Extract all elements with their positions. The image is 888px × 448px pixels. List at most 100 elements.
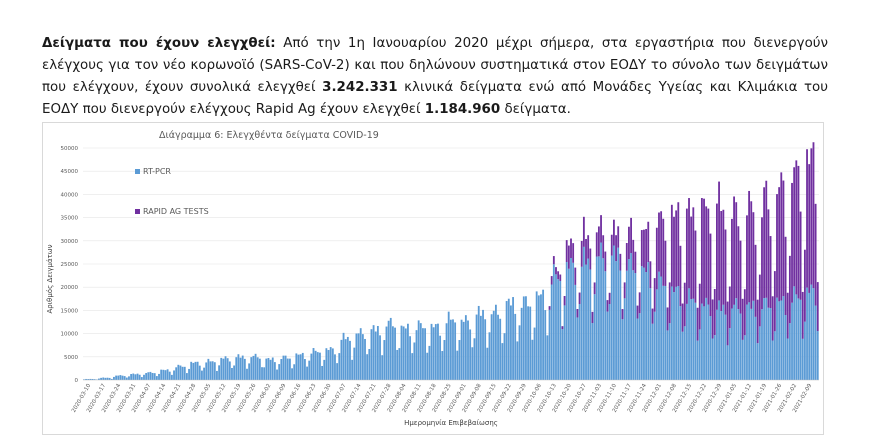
bar-rt-pcr xyxy=(308,360,311,380)
bar-rt-pcr xyxy=(286,358,289,380)
bar-rt-pcr xyxy=(166,369,169,380)
bar-rt-pcr xyxy=(280,358,283,380)
bar-rt-pcr xyxy=(327,350,330,380)
y-tick-label: 15000 xyxy=(61,308,79,314)
bar-rt-pcr xyxy=(771,340,774,380)
bar-rt-pcr xyxy=(447,311,450,380)
bar-rt-pcr xyxy=(278,364,281,380)
bar-rapid-ag xyxy=(728,286,731,329)
bar-rapid-ag xyxy=(791,182,793,303)
bar-rapid-ag xyxy=(640,230,643,267)
bar-rapid-ag xyxy=(608,292,611,304)
legend-swatch-rapid-ag xyxy=(135,209,140,214)
bar-rt-pcr xyxy=(441,351,444,380)
bar-rt-pcr xyxy=(400,325,403,380)
bar-rt-pcr xyxy=(604,271,607,380)
bar-rt-pcr xyxy=(346,336,349,380)
bar-rt-pcr xyxy=(117,375,120,380)
bar-rt-pcr xyxy=(413,342,416,380)
bar-rt-pcr xyxy=(688,288,690,380)
bar-rapid-ag xyxy=(724,229,727,315)
bar-rt-pcr xyxy=(179,365,182,380)
bar-rapid-ag xyxy=(776,194,778,298)
bar-rt-pcr xyxy=(514,313,517,380)
bar-rt-pcr xyxy=(658,271,660,380)
bar-rt-pcr xyxy=(537,295,540,380)
bar-rt-pcr xyxy=(160,369,163,380)
bar-rt-pcr xyxy=(432,327,435,380)
bar-rt-pcr xyxy=(173,370,175,380)
bar-rt-pcr xyxy=(357,333,360,380)
bar-rt-pcr xyxy=(726,345,729,380)
bar-rt-pcr xyxy=(288,358,291,380)
samples-chart: Διάγραμμα 6: Ελεγχθέντα δείγματα COVID-1… xyxy=(46,130,819,427)
bar-rt-pcr xyxy=(258,358,261,380)
bar-rapid-ag xyxy=(673,216,675,293)
bar-rt-pcr xyxy=(213,362,216,380)
bar-rt-pcr xyxy=(520,307,523,380)
bar-rt-pcr xyxy=(228,361,231,380)
bar-rt-pcr xyxy=(387,320,390,380)
bar-rt-pcr xyxy=(694,302,697,380)
bar-rt-pcr xyxy=(417,320,420,380)
chart-bars xyxy=(83,142,819,380)
bar-rt-pcr xyxy=(479,315,482,380)
bar-rt-pcr xyxy=(331,348,334,380)
bar-rt-pcr xyxy=(640,266,643,380)
bar-rapid-ag xyxy=(799,211,802,300)
bar-rt-pcr xyxy=(243,358,246,380)
bar-rapid-ag xyxy=(610,234,613,256)
bar-rt-pcr xyxy=(415,330,418,380)
bar-rt-pcr xyxy=(271,357,274,380)
bar-rt-pcr xyxy=(145,373,148,380)
bar-rt-pcr xyxy=(233,365,236,380)
bar-rt-pcr xyxy=(739,313,742,380)
bar-rapid-ag xyxy=(670,204,673,287)
legend-swatch-rt-pcr xyxy=(135,169,140,174)
bar-rt-pcr xyxy=(93,379,96,380)
bar-rt-pcr xyxy=(222,358,225,380)
bar-rapid-ag xyxy=(580,240,583,267)
bar-rt-pcr xyxy=(555,274,557,380)
bar-rapid-ag xyxy=(658,212,660,272)
bar-rt-pcr xyxy=(606,311,609,380)
bar-rt-pcr xyxy=(374,331,377,380)
bar-rt-pcr xyxy=(668,323,671,380)
bar-rt-pcr xyxy=(422,328,424,380)
bar-rt-pcr xyxy=(263,367,266,380)
bar-rapid-ag xyxy=(613,219,615,246)
bar-rapid-ag xyxy=(795,160,798,295)
bar-rapid-ag xyxy=(619,253,622,271)
bar-rt-pcr xyxy=(252,355,255,380)
bar-rapid-ag xyxy=(617,226,620,248)
bar-rt-pcr xyxy=(359,328,362,380)
bar-rapid-ag xyxy=(698,283,701,330)
bar-rapid-ag xyxy=(763,187,766,299)
bar-rt-pcr xyxy=(812,288,815,380)
bar-rapid-ag xyxy=(668,282,671,324)
pcr-total-value: 3.242.331 xyxy=(322,80,398,95)
bar-rt-pcr xyxy=(731,308,733,380)
bar-rt-pcr xyxy=(106,377,109,380)
bar-rapid-ag xyxy=(660,211,663,277)
paragraph-heading: Δείγματα που έχουν ελεγχθεί: xyxy=(42,36,276,51)
bar-rt-pcr xyxy=(625,270,628,380)
bar-rapid-ag xyxy=(784,236,787,315)
bar-rt-pcr xyxy=(628,259,630,380)
bar-rt-pcr xyxy=(638,313,641,380)
bar-rt-pcr xyxy=(353,347,356,380)
bar-rt-pcr xyxy=(370,329,373,380)
bar-rt-pcr xyxy=(799,299,802,380)
bar-rapid-ag xyxy=(555,267,557,275)
legend: RT-PCR RAPID AG TESTS xyxy=(135,167,209,216)
x-axis-ticks: 2020-03-102020-03-172020-03-242020-03-31… xyxy=(71,383,813,414)
bar-rapid-ag xyxy=(797,165,800,299)
bar-rt-pcr xyxy=(733,304,735,380)
bar-rt-pcr xyxy=(570,257,572,380)
bar-rt-pcr xyxy=(299,354,302,380)
bar-rt-pcr xyxy=(361,334,364,380)
bar-rapid-ag xyxy=(806,149,808,288)
bar-rapid-ag xyxy=(623,282,626,299)
bar-rt-pcr xyxy=(737,309,740,380)
bar-rt-pcr xyxy=(297,354,300,380)
